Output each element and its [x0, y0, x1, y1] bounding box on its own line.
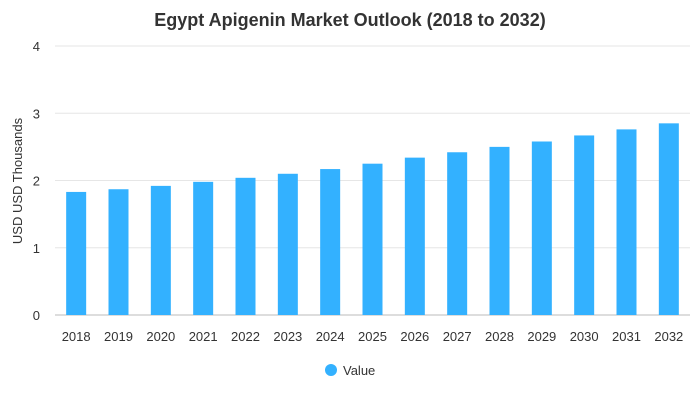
bar-2026[interactable] — [404, 157, 425, 315]
bar-2031[interactable] — [616, 129, 637, 315]
x-tick-label: 2031 — [612, 329, 641, 344]
x-tick-label: 2030 — [570, 329, 599, 344]
bar-2021[interactable] — [193, 181, 214, 315]
bar-2029[interactable] — [531, 141, 552, 315]
bar-2020[interactable] — [150, 185, 171, 315]
bar-2023[interactable] — [277, 173, 298, 315]
legend-swatch-value[interactable] — [325, 364, 337, 376]
x-tick-label: 2019 — [104, 329, 133, 344]
x-tick-label: 2026 — [400, 329, 429, 344]
x-tick-label: 2020 — [146, 329, 175, 344]
legend-label-value[interactable]: Value — [343, 363, 375, 378]
x-tick-label: 2025 — [358, 329, 387, 344]
bar-2028[interactable] — [489, 146, 510, 315]
x-tick-label: 2023 — [273, 329, 302, 344]
x-axis-ticks: 2018 2019 2020 2021 2022 2023 2024 2025 2026 2027… — [62, 329, 684, 344]
x-tick-label: 2018 — [62, 329, 91, 344]
x-tick-label: 2028 — [485, 329, 514, 344]
bar-2025[interactable] — [362, 163, 383, 315]
bar-2032[interactable] — [658, 123, 679, 316]
bar-2019[interactable] — [108, 189, 129, 315]
y-tick-label: 4 — [33, 39, 40, 54]
x-tick-label: 2024 — [316, 329, 345, 344]
bar-2024[interactable] — [320, 169, 341, 315]
bar-2018[interactable] — [66, 191, 87, 315]
y-tick-label: 0 — [33, 308, 40, 323]
bar-2022[interactable] — [235, 177, 256, 315]
y-tick-label: 2 — [33, 174, 40, 189]
x-tick-label: 2022 — [231, 329, 260, 344]
y-axis-ticks: 0 1 2 3 4 — [33, 39, 40, 323]
legend[interactable]: Value — [325, 363, 375, 378]
bar-2030[interactable] — [574, 135, 595, 315]
bars — [66, 123, 679, 316]
y-tick-label: 1 — [33, 241, 40, 256]
y-tick-label: 3 — [33, 106, 40, 121]
x-tick-label: 2027 — [443, 329, 472, 344]
chart-title: Egypt Apigenin Market Outlook (2018 to 2… — [154, 10, 545, 30]
y-axis-label: USD USD Thousands — [10, 117, 25, 244]
x-tick-label: 2032 — [654, 329, 683, 344]
bar-2027[interactable] — [447, 152, 468, 315]
x-tick-label: 2029 — [527, 329, 556, 344]
x-tick-label: 2021 — [189, 329, 218, 344]
